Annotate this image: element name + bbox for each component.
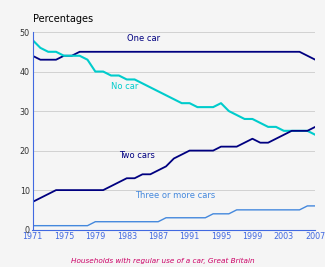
Text: No car: No car (111, 82, 138, 91)
Text: Two cars: Two cars (119, 151, 155, 160)
Text: Households with regular use of a car, Great Britain: Households with regular use of a car, Gr… (71, 258, 254, 264)
Text: Three or more cars: Three or more cars (135, 191, 215, 200)
Text: One car: One car (127, 34, 160, 43)
Text: Percentages: Percentages (32, 14, 93, 24)
